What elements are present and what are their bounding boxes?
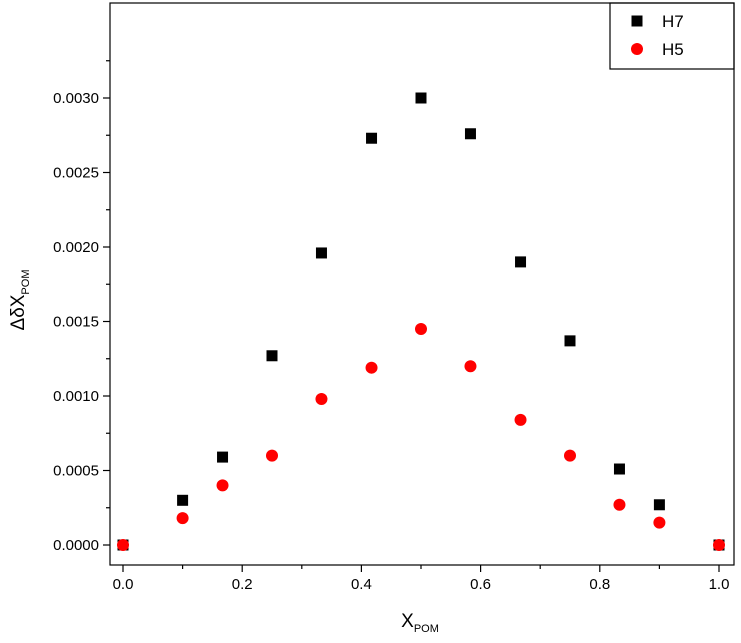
h7-point [464,128,476,140]
y-tick-label: 0.0030 [53,90,99,107]
h5-point [216,479,229,492]
h7-point [315,247,327,259]
h7-point [515,256,527,268]
h5-point [315,392,328,405]
x-tick-label: 0.8 [589,576,610,593]
h7-point [613,463,625,475]
y-axis-title-sub: POM [20,269,32,294]
h7-point [653,499,665,511]
h5-point [415,322,427,335]
y-tick-label: 0.0000 [53,537,99,554]
h5-point [514,413,527,426]
h5-point [176,512,189,525]
legend-marker-h7 [631,15,643,27]
plot-frame [109,2,735,566]
h7-point [564,335,576,347]
h5-point [266,449,278,462]
x-tick-label: 0.2 [232,576,253,593]
y-tick-label: 0.0010 [53,388,99,405]
data-points [117,92,725,551]
h5-point [464,360,477,373]
h5-point [613,498,626,511]
h5-point [653,516,666,529]
y-tick-label: 0.0025 [53,165,99,182]
y-axis-title-main: ΔδX [8,294,29,330]
h5-point [117,539,129,551]
legend-label: H5 [662,40,684,59]
legend-label: H7 [662,12,684,31]
h7-point [415,92,427,104]
h5-point [713,539,725,551]
x-tick-label: 1.0 [709,576,730,593]
x-axis-title: XPOM [401,611,439,635]
h5-point [564,449,576,462]
h7-point [366,132,378,144]
h7-point [217,451,229,463]
x-tick-label: 0.0 [113,576,134,593]
y-axis-title: ΔδXPOM [8,269,32,330]
x-tick-label: 0.4 [351,576,372,593]
y-tick-label: 0.0015 [53,314,99,331]
y-tick-label: 0.0005 [53,463,99,480]
y-tick-label: 0.0020 [53,239,99,256]
h7-point [177,494,189,506]
axis-ticks: 0.0 0.2 0.4 0.6 0.8 1.0 0.0000 0.0005 0.0010 0.00… [53,60,730,593]
legend-marker-h5 [631,43,643,55]
h7-point [266,350,278,362]
legend-box [609,2,735,70]
x-axis-title-sub: POM [414,623,439,635]
h5-point [365,361,378,374]
x-axis-title-main: X [401,611,414,632]
x-tick-label: 0.6 [470,576,491,593]
